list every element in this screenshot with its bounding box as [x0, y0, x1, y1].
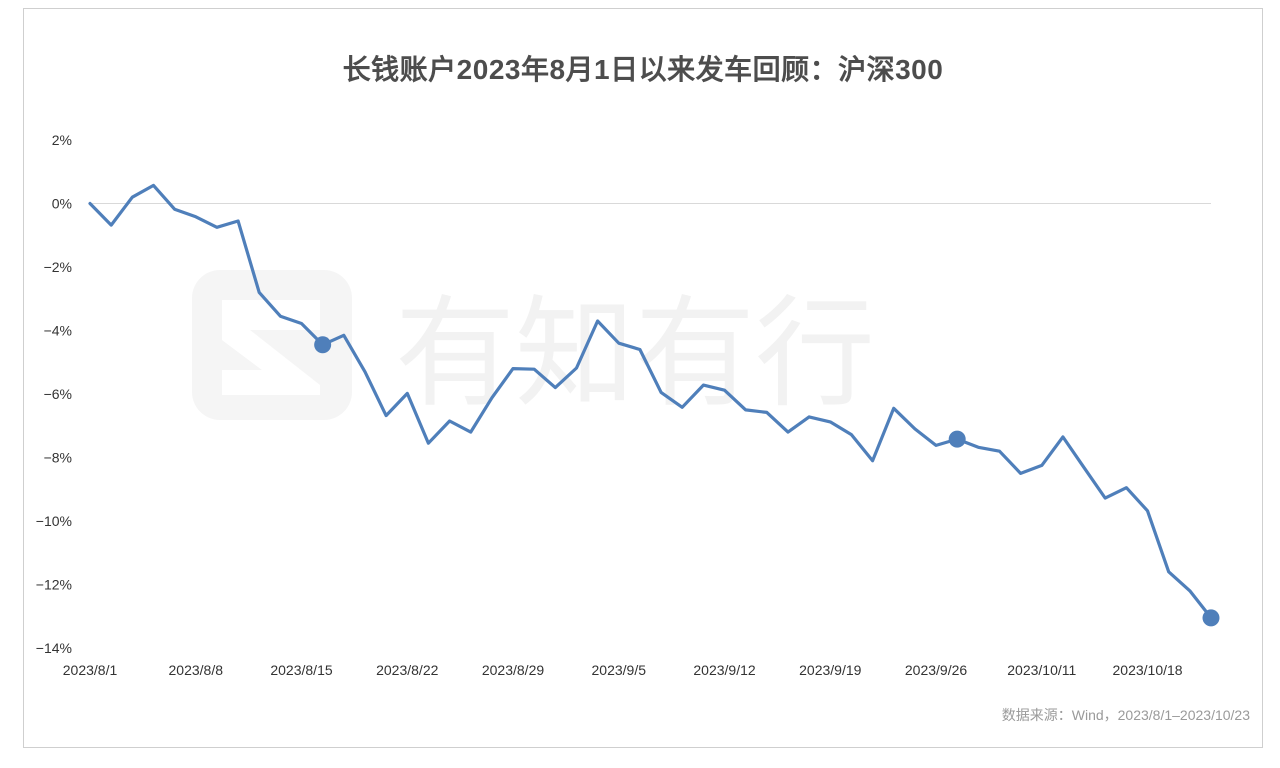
marker-layer: [314, 336, 1220, 627]
y-tick-label: −6%: [44, 386, 72, 402]
y-tick-label: −8%: [44, 450, 72, 466]
data-point-marker: [314, 336, 332, 354]
x-tick-label: 2023/10/11: [1007, 662, 1076, 678]
y-axis: 2% 0% −2% −4% −6% −8% −10% −12% −14%: [36, 132, 72, 656]
y-tick-label: 0%: [52, 196, 72, 212]
data-point-marker: [1202, 609, 1220, 627]
y-tick-label: 2%: [52, 132, 72, 148]
y-tick-label: −12%: [36, 577, 72, 593]
x-axis: 2023/8/1 2023/8/8 2023/8/15 2023/8/22 2023/8…: [63, 662, 1183, 678]
y-tick-label: −10%: [36, 513, 72, 529]
watermark-logo-mark-icon: [222, 300, 320, 395]
x-tick-label: 2023/9/19: [799, 662, 861, 678]
chart-title: 长钱账户2023年8月1日以来发车回顾：沪深300: [342, 54, 944, 85]
data-point-marker: [948, 430, 966, 448]
series-layer: [88, 183, 1213, 620]
watermark-text: 有知有行: [395, 285, 875, 424]
series-line: [88, 183, 1213, 620]
y-tick-label: −2%: [44, 259, 72, 275]
x-tick-label: 2023/9/26: [905, 662, 967, 678]
x-tick-label: 2023/10/18: [1113, 662, 1183, 678]
watermark: 有知有行: [192, 270, 875, 424]
x-tick-label: 2023/8/8: [169, 662, 224, 678]
y-tick-label: −4%: [44, 323, 72, 339]
x-tick-label: 2023/8/15: [270, 662, 332, 678]
y-tick-label: −14%: [36, 640, 72, 656]
x-tick-label: 2023/8/29: [482, 662, 544, 678]
x-tick-label: 2023/9/5: [592, 662, 647, 678]
source-note: 数据来源：Wind，2023/8/1–2023/10/23: [1001, 707, 1250, 723]
chart-frame: [23, 8, 1263, 748]
x-tick-label: 2023/8/22: [376, 662, 438, 678]
x-tick-label: 2023/9/12: [693, 662, 755, 678]
x-tick-label: 2023/8/1: [63, 662, 118, 678]
